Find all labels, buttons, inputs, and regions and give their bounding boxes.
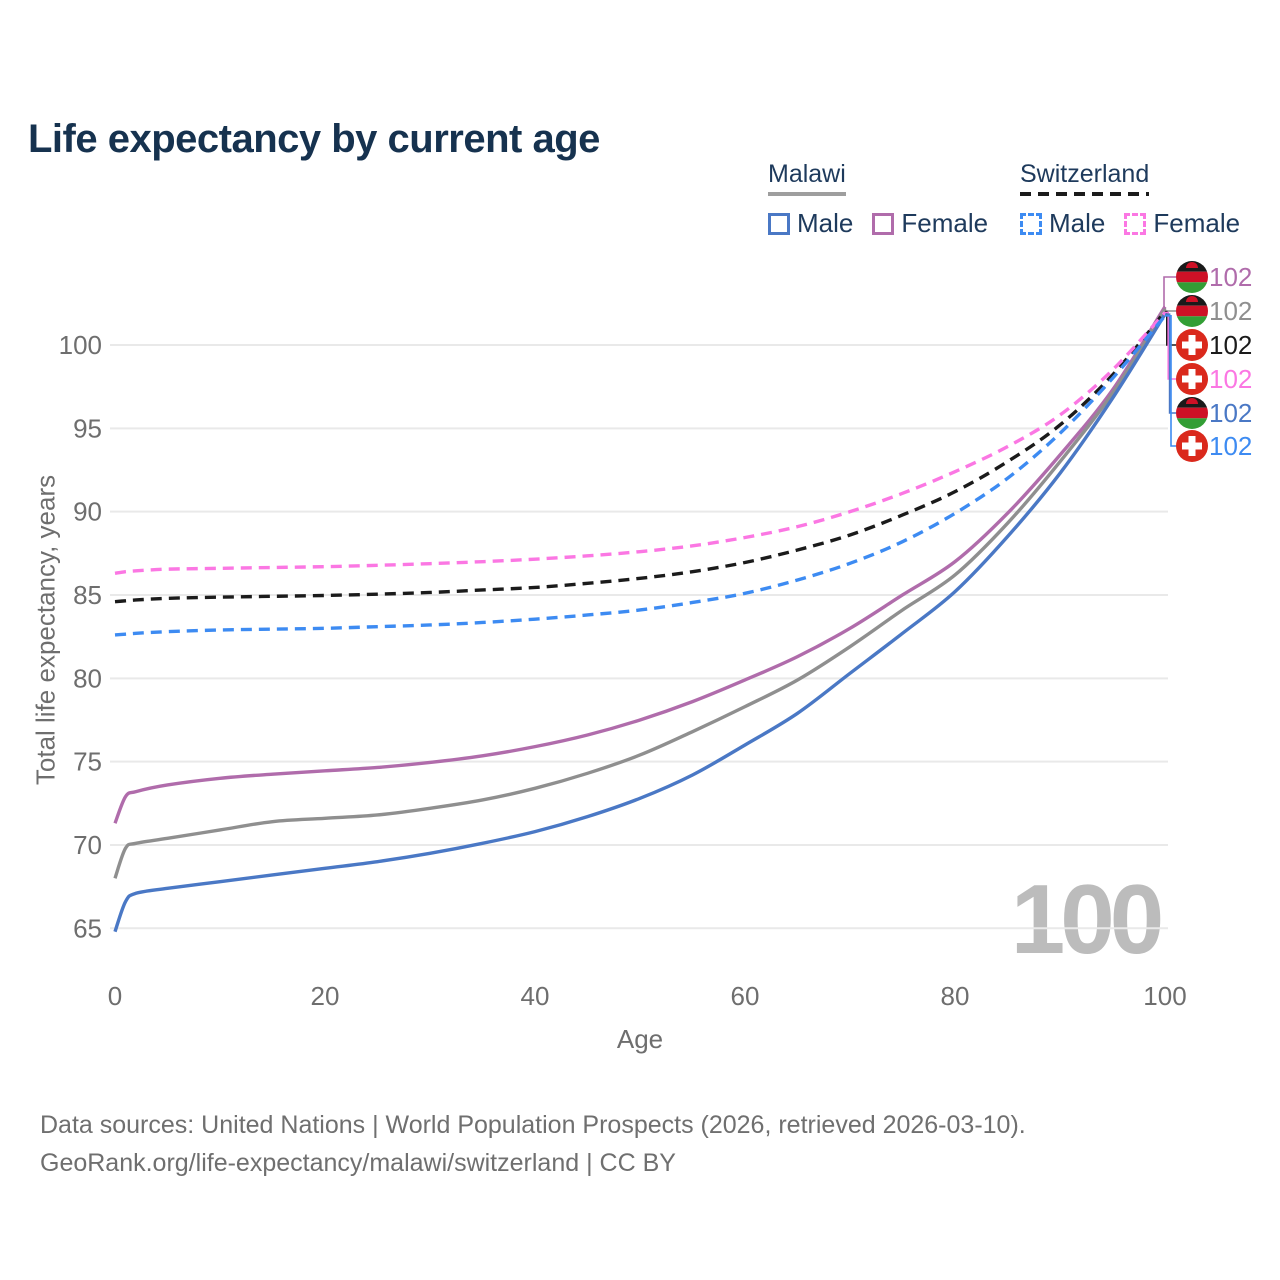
legend-swatch-icon bbox=[872, 212, 895, 235]
series-line-switzerland-female[interactable] bbox=[114, 311, 1167, 575]
y-tick-label-100: 100 bbox=[59, 330, 102, 360]
y-tick-label-65: 65 bbox=[73, 913, 102, 943]
x-axis-title: Age bbox=[616, 1024, 664, 1054]
legend-item-malawi-female[interactable]: Female bbox=[872, 208, 988, 239]
legend-country-underline-dashed bbox=[1020, 192, 1150, 196]
legend-swatch-icon bbox=[768, 212, 790, 235]
y-tick-label-90: 90 bbox=[73, 497, 102, 527]
legend-items-switzerland: Male Female bbox=[1020, 208, 1240, 239]
end-label-connector-switzerland-male bbox=[1165, 315, 1176, 447]
switzerland-flag-icon bbox=[1176, 430, 1208, 462]
footer-data-sources: Data sources: United Nations | World Pop… bbox=[40, 1111, 1026, 1139]
x-tick-label-20: 20 bbox=[311, 981, 340, 1011]
y-tick-label-80: 80 bbox=[73, 663, 102, 693]
series-line-malawi-total[interactable] bbox=[113, 308, 1167, 879]
series-line-malawi-male[interactable] bbox=[113, 313, 1167, 933]
series-line-malawi-female[interactable] bbox=[113, 305, 1167, 824]
series-line-switzerland-total[interactable] bbox=[114, 310, 1167, 604]
legend-group-malawi: Malawi Male Female bbox=[768, 160, 988, 239]
end-label-malawi-male[interactable]: 102 bbox=[1176, 397, 1252, 429]
y-tick-label-85: 85 bbox=[73, 580, 102, 610]
legend-item-malawi-male[interactable]: Male bbox=[768, 208, 853, 239]
legend-item-switzerland-female[interactable]: Female bbox=[1124, 208, 1240, 239]
end-label-value-switzerland-male: 102 bbox=[1209, 431, 1252, 461]
legend-country-underline-solid bbox=[768, 192, 846, 196]
x-tick-label-80: 80 bbox=[941, 981, 970, 1011]
legend-country-label: Malawi bbox=[768, 160, 846, 188]
end-label-connector-malawi-total bbox=[1164, 308, 1176, 312]
x-tick-label-100: 100 bbox=[1143, 981, 1186, 1011]
legend-item-label: Male bbox=[1049, 208, 1106, 238]
switzerland-flag-icon bbox=[1176, 363, 1208, 395]
y-tick-label-70: 70 bbox=[73, 830, 102, 860]
footer: Data sources: United Nations | World Pop… bbox=[40, 1106, 1026, 1182]
legend-swatch-icon bbox=[1020, 212, 1042, 235]
end-label-connector-switzerland-female bbox=[1165, 311, 1176, 380]
end-label-value-malawi-total: 102 bbox=[1209, 296, 1252, 326]
legend-item-switzerland-male[interactable]: Male bbox=[1020, 208, 1105, 239]
legend-item-label: Male bbox=[797, 208, 854, 238]
legend-item-label: Female bbox=[901, 208, 989, 238]
legend-item-label: Female bbox=[1153, 208, 1241, 238]
end-label-switzerland-female[interactable]: 102 bbox=[1176, 363, 1252, 395]
end-label-value-switzerland-female: 102 bbox=[1209, 364, 1252, 394]
legend-items-malawi: Male Female bbox=[768, 208, 988, 239]
end-label-value-malawi-male: 102 bbox=[1209, 398, 1252, 428]
malawi-flag-icon bbox=[1176, 261, 1208, 293]
y-tick-label-95: 95 bbox=[73, 413, 102, 443]
y-tick-label-75: 75 bbox=[73, 747, 102, 777]
legend-country-malawi: Malawi bbox=[768, 160, 846, 196]
legend-swatch-icon bbox=[1124, 212, 1147, 235]
footer-source-url: GeoRank.org/life-expectancy/malawi/switz… bbox=[40, 1149, 676, 1177]
malawi-flag-icon bbox=[1176, 397, 1208, 429]
series-line-switzerland-male[interactable] bbox=[114, 314, 1167, 637]
legend-group-switzerland: Switzerland Male Female bbox=[1020, 160, 1240, 239]
malawi-flag-icon bbox=[1176, 295, 1208, 327]
end-label-malawi-total[interactable]: 102 bbox=[1176, 295, 1252, 327]
x-tick-label-60: 60 bbox=[731, 981, 760, 1011]
end-label-connector-malawi-male bbox=[1165, 313, 1176, 414]
legend-country-switzerland: Switzerland bbox=[1020, 160, 1150, 196]
x-tick-label-40: 40 bbox=[521, 981, 550, 1011]
y-axis-title: Total life expectancy, years bbox=[30, 474, 61, 786]
end-label-switzerland-total[interactable]: 102 bbox=[1176, 329, 1252, 361]
end-label-value-switzerland-total: 102 bbox=[1209, 330, 1252, 360]
end-label-connector-malawi-female bbox=[1163, 276, 1176, 308]
x-tick-label-0: 0 bbox=[108, 981, 122, 1011]
legend-country-label: Switzerland bbox=[1020, 160, 1150, 188]
end-label-switzerland-male[interactable]: 102 bbox=[1176, 430, 1252, 462]
end-label-malawi-female[interactable]: 102 bbox=[1176, 261, 1252, 293]
end-label-value-malawi-female: 102 bbox=[1209, 262, 1252, 292]
age-counter-watermark: 100 bbox=[1011, 864, 1161, 974]
page-title: Life expectancy by current age bbox=[28, 116, 600, 161]
switzerland-flag-icon bbox=[1176, 329, 1208, 361]
